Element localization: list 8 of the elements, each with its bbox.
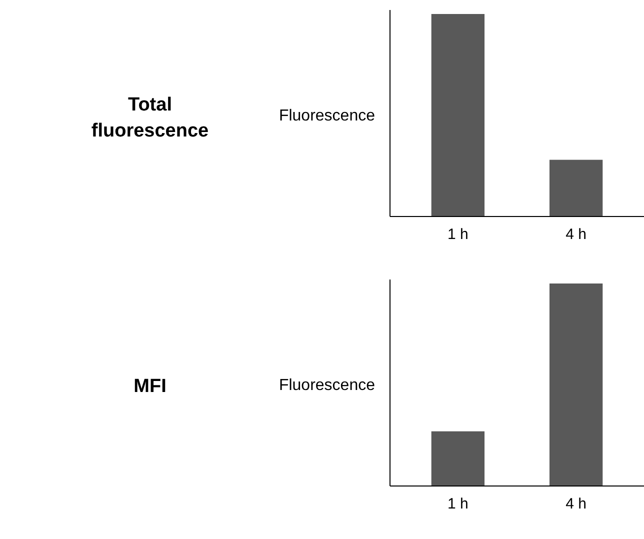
x-tick-label: 1 h (448, 496, 468, 513)
text: Total fluorescence (91, 94, 209, 142)
x-tick-label: 4 h (566, 496, 586, 513)
y-axis-title: Fluorescence (278, 376, 376, 394)
text: MFI (134, 376, 166, 397)
x-tick-label: 4 h (566, 226, 586, 244)
y-axis-title: Fluorescence (278, 107, 376, 124)
x-tick-label: 1 h (448, 226, 468, 244)
